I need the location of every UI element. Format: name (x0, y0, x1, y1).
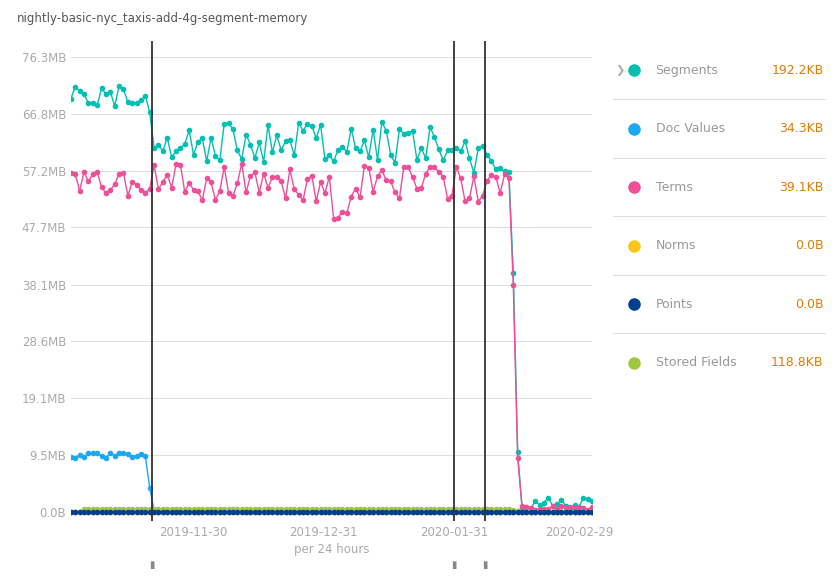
Text: 39.1KB: 39.1KB (779, 181, 823, 194)
Text: Terms: Terms (656, 181, 692, 194)
Text: Segments: Segments (656, 64, 718, 77)
Text: ▮: ▮ (451, 560, 457, 570)
Text: ❯: ❯ (615, 65, 625, 75)
Text: 118.8KB: 118.8KB (771, 356, 823, 369)
Text: ▮: ▮ (483, 560, 488, 570)
Text: 0.0B: 0.0B (795, 239, 823, 252)
Text: 0.0B: 0.0B (795, 298, 823, 311)
Text: Doc Values: Doc Values (656, 122, 725, 135)
Text: 34.3KB: 34.3KB (779, 122, 823, 135)
Text: Points: Points (656, 298, 693, 311)
Text: nightly-basic-nyc_taxis-add-4g-segment-memory: nightly-basic-nyc_taxis-add-4g-segment-m… (17, 12, 308, 25)
Text: Norms: Norms (656, 239, 696, 252)
X-axis label: per 24 hours: per 24 hours (294, 543, 369, 556)
Text: Stored Fields: Stored Fields (656, 356, 736, 369)
Text: 192.2KB: 192.2KB (771, 64, 823, 77)
Text: ▮: ▮ (149, 560, 154, 570)
